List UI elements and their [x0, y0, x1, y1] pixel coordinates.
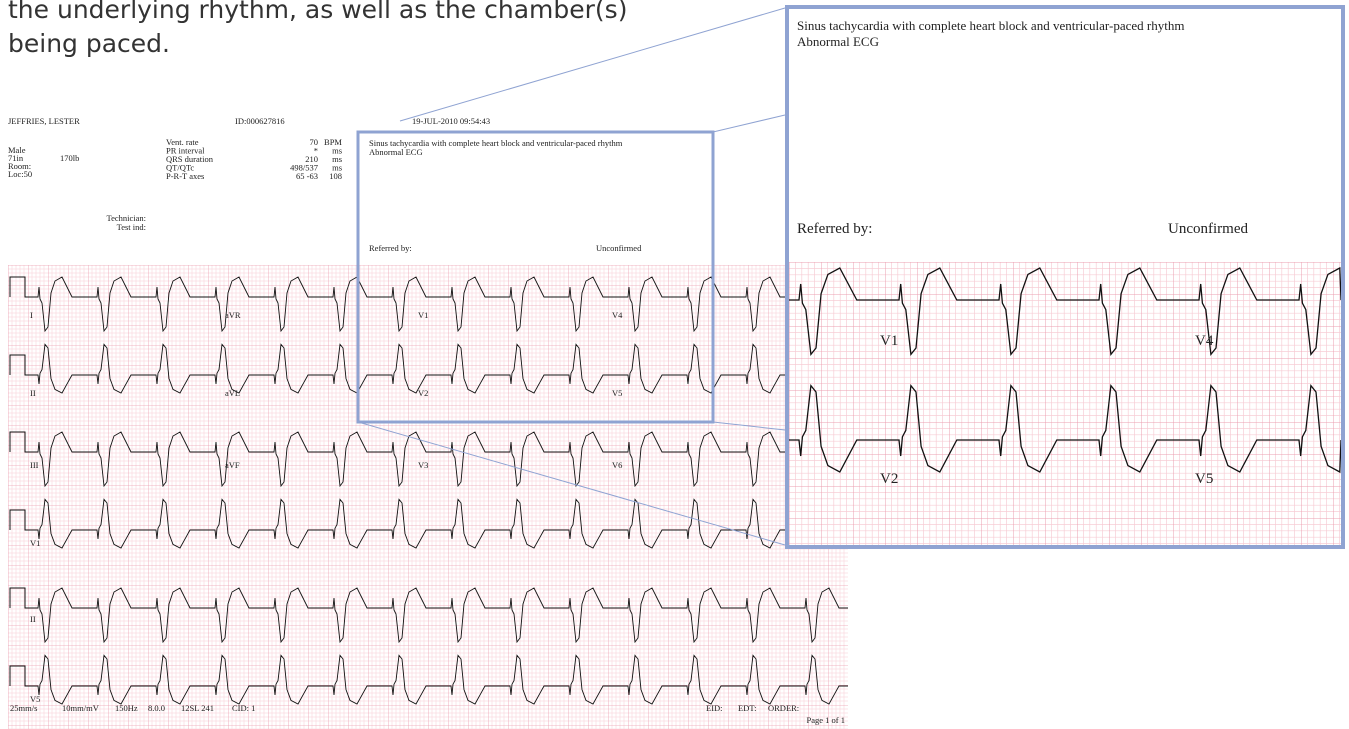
traces [9, 276, 848, 705]
measurements: Vent. rate 70 BPM PR interval * ms QRS duratio… [166, 137, 342, 181]
footer-item: ORDER: [768, 703, 799, 713]
footer-item: 10mm/mV [62, 703, 100, 713]
interpretation: Sinus tachycardia with complete heart bl… [369, 138, 623, 148]
footer-item: 150Hz [115, 703, 138, 713]
sex: Male [8, 145, 26, 155]
patient-id: ID:000627816 [235, 116, 285, 126]
lead-label: V5 [30, 694, 40, 704]
caption-line: the underlying rhythm, as well as the ch… [8, 0, 627, 24]
footer: 25mm/s 10mm/mV 150Hz 8.0.0 12SL 241 CID: 1 EID… [10, 703, 799, 713]
focus-box [356, 130, 715, 424]
measurement-unit: ms [332, 154, 342, 164]
connector [399, 7, 786, 122]
zoom-lead-labels: V1 V4 V2 V5 [880, 333, 1214, 487]
lead-label: II [30, 614, 36, 624]
interpretation: Abnormal ECG [369, 147, 423, 157]
measurement-label: PR interval [166, 146, 205, 156]
lead-label: aVR [225, 310, 241, 320]
zoom-referred-by: Referred by: [797, 221, 872, 237]
footer-item: CID: 1 [232, 703, 255, 713]
patient-name: JEFFRIES, LESTER [8, 116, 80, 126]
zoom-lead-label: V1 [880, 333, 898, 349]
datetime: 19-JUL-2010 09:54:43 [412, 116, 490, 126]
lead-label: aVL [225, 388, 240, 398]
lead-label: V5 [612, 388, 622, 398]
caption-line: being paced. [8, 29, 170, 58]
footer-item: 8.0.0 [148, 703, 165, 713]
measurement-label: Vent. rate [166, 137, 199, 147]
zoom-interpretation: Abnormal ECG [797, 34, 879, 49]
footer-item: EDT: [738, 703, 756, 713]
zoom-status: Unconfirmed [1168, 221, 1248, 237]
lead-label: aVF [225, 460, 240, 470]
measurement-label: P-R-T axes [166, 171, 204, 181]
zoom-lead-label: V4 [1195, 333, 1214, 349]
status: Unconfirmed [596, 243, 642, 253]
footer-item: 25mm/s [10, 703, 37, 713]
ecg-trace [28, 587, 848, 644]
caption: the underlying rhythm, as well as the ch… [8, 0, 627, 58]
footer-item: EID: [706, 703, 723, 713]
measurement-value: * [314, 146, 318, 156]
ecg-trace [28, 343, 848, 394]
lead-label: V4 [612, 310, 623, 320]
calibration-pulse [9, 431, 28, 453]
connector [712, 421, 786, 431]
measurement-unit: BPM [324, 137, 342, 147]
ecg-trace [28, 654, 848, 705]
measurement-value: 70 [310, 137, 319, 147]
connector [712, 114, 786, 133]
connector [357, 421, 786, 546]
weight: 170lb [60, 153, 79, 163]
zoom-ecg-trace [789, 383, 1341, 474]
lead-label: V2 [418, 388, 428, 398]
ecg-printout: JEFFRIES, LESTER ID:000627816 19-JUL-201… [8, 116, 848, 729]
zoom-panel: Sinus tachycardia with complete heart bl… [785, 5, 1345, 549]
test-ind: Test ind: [117, 222, 146, 232]
zoom-interpretation: Sinus tachycardia with complete heart bl… [797, 18, 1184, 33]
calibration-pulse [9, 587, 28, 609]
ecg-trace [28, 431, 848, 488]
calibration-pulse [9, 509, 28, 531]
page-number: Page 1 of 1 [807, 715, 845, 725]
lead-label: III [30, 460, 39, 470]
measurement-value: 498/537 [290, 163, 318, 173]
lead-label: V1 [418, 310, 428, 320]
zoom-grid [789, 262, 1341, 545]
calibration-pulse [9, 276, 28, 298]
calibration-pulse [9, 665, 28, 687]
calibration-pulse [9, 354, 28, 376]
height: 71in [8, 153, 24, 163]
lead-label: V6 [612, 460, 622, 470]
technician: Technician: [106, 213, 146, 223]
zoom-lead-label: V2 [880, 471, 898, 487]
zoom-ecg-trace [789, 266, 1341, 357]
measurement-unit: 108 [329, 171, 342, 181]
lead-label: V1 [30, 538, 40, 548]
lead-label: II [30, 388, 36, 398]
footer-item: 12SL 241 [181, 703, 214, 713]
measurement-label: QRS duration [166, 154, 214, 164]
zoom-lead-label: V5 [1195, 471, 1213, 487]
ecg-trace [28, 498, 848, 549]
lead-label: I [30, 310, 33, 320]
measurement-unit: ms [332, 146, 342, 156]
measurement-unit: ms [332, 163, 342, 173]
referred-by: Referred by: [369, 243, 412, 253]
measurement-label: QT/QTc [166, 163, 194, 173]
measurement-value: 65 -63 [296, 171, 318, 181]
location: Loc:50 [8, 169, 32, 179]
ecg-grid [8, 265, 848, 729]
ecg-trace [28, 276, 848, 333]
zoom-traces [789, 266, 1341, 474]
measurement-value: 210 [305, 154, 318, 164]
lead-label: V3 [418, 460, 428, 470]
connectors [357, 7, 786, 546]
room: Room: [8, 161, 31, 171]
